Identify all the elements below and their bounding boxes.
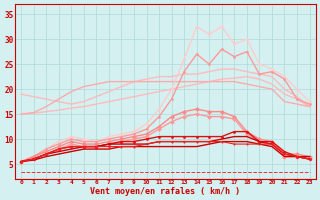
X-axis label: Vent moyen/en rafales ( km/h ): Vent moyen/en rafales ( km/h ) (90, 187, 240, 196)
